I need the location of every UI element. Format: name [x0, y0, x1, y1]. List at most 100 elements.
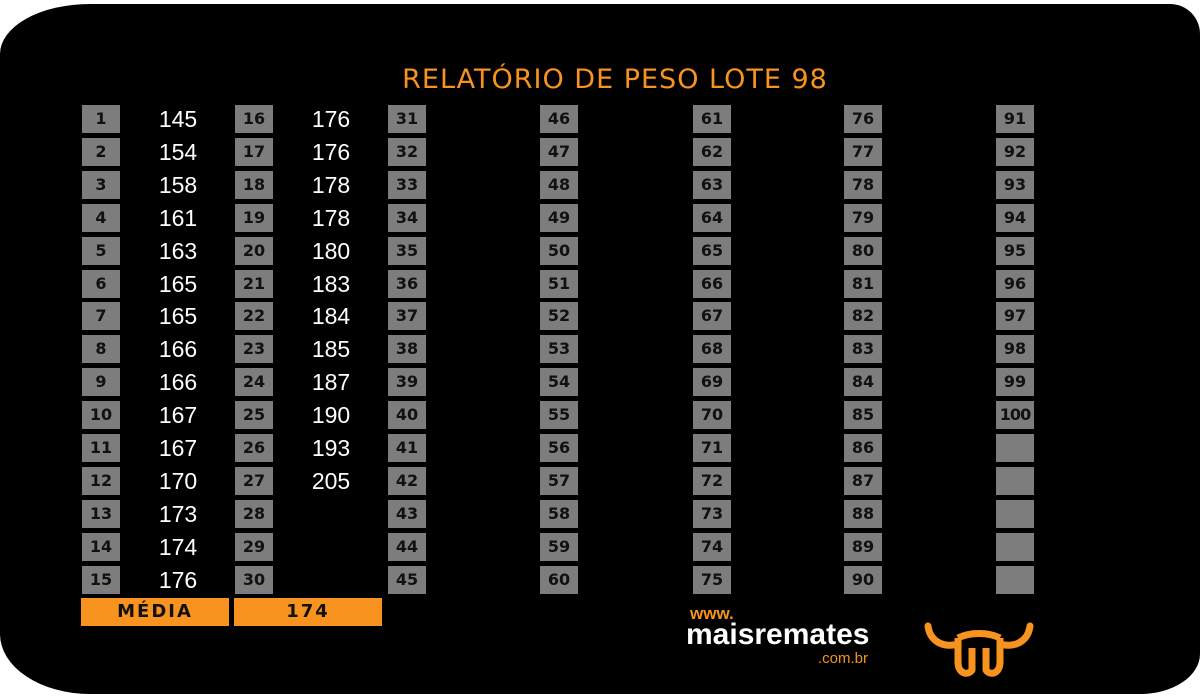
lot-number-cell: 15 [82, 565, 120, 594]
weight-value: 163 [158, 237, 198, 264]
lot-number-cell: 49 [540, 203, 578, 232]
weight-value: 165 [158, 303, 198, 330]
lot-number-cell: 42 [388, 466, 426, 495]
weight-value: 176 [311, 106, 351, 132]
weight-value: 173 [158, 500, 198, 527]
bull-head-icon [924, 622, 1034, 677]
lot-number-cell: 38 [388, 335, 426, 364]
lot-number-cell: 31 [388, 105, 426, 133]
lot-number-cell: 13 [82, 499, 120, 528]
lot-number-cell: 24 [235, 368, 273, 397]
weight-value: 145 [158, 106, 198, 132]
lot-number-cell: 45 [388, 565, 426, 594]
lot-number-cell: 93 [996, 170, 1034, 199]
lot-number-cell: 55 [540, 401, 578, 430]
weight-value: 187 [311, 369, 351, 396]
lot-number-cell: 74 [693, 532, 731, 561]
weight-value: 167 [158, 435, 198, 461]
lot-number-cell: 6 [82, 269, 120, 298]
lot-number-cell: 96 [996, 269, 1034, 298]
logo-name: maisremates [686, 618, 870, 651]
lot-number-cell: 30 [235, 565, 273, 594]
lot-number-cell: 25 [235, 401, 273, 430]
lot-number-cell: 99 [996, 368, 1034, 397]
lot-number-cell: 17 [235, 137, 273, 166]
lot-number-cell [996, 565, 1034, 594]
lot-number-cell: 60 [540, 565, 578, 594]
lot-number-cell: 97 [996, 302, 1034, 331]
lot-number-cell: 54 [540, 368, 578, 397]
weight-value: 176 [158, 566, 198, 593]
lot-number-cell: 82 [844, 302, 882, 331]
lot-number-cell: 95 [996, 236, 1034, 265]
average-label: MÉDIA [81, 598, 229, 626]
lot-number-cell: 61 [693, 105, 731, 133]
weight-value: 205 [311, 467, 351, 494]
lot-number-cell: 62 [693, 137, 731, 166]
lot-number-cell: 33 [388, 170, 426, 199]
lot-number-cell: 76 [844, 105, 882, 133]
lot-number-cell: 80 [844, 236, 882, 265]
lot-number-cell: 91 [996, 105, 1034, 133]
lot-number-cell: 90 [844, 565, 882, 594]
lot-number-cell: 40 [388, 401, 426, 430]
weight-value: 174 [158, 533, 198, 560]
lot-number-cell: 94 [996, 203, 1034, 232]
weight-report-board: RELATÓRIO DE PESO LOTE 98 1 2 3 4 5 6 7 8 9 10 11 1… [0, 4, 1200, 694]
weight-value: 166 [158, 336, 198, 363]
lot-number-cell: 77 [844, 137, 882, 166]
weight-value: 176 [311, 138, 351, 165]
weight-value: 166 [158, 369, 198, 396]
lot-number-cell: 47 [540, 137, 578, 166]
weight-value: 178 [311, 204, 351, 231]
lot-number-cell: 59 [540, 532, 578, 561]
lot-number-cell: 78 [844, 170, 882, 199]
lot-number-cell: 3 [82, 170, 120, 199]
lot-number-cell: 65 [693, 236, 731, 265]
lot-number-cell: 5 [82, 236, 120, 265]
weight-value: 180 [311, 237, 351, 264]
weight-value: 170 [158, 467, 198, 494]
lot-number-cell: 92 [996, 137, 1034, 166]
lot-number-cell: 46 [540, 105, 578, 133]
lot-number-cell: 66 [693, 269, 731, 298]
lot-number-cell: 29 [235, 532, 273, 561]
lot-number-cell: 98 [996, 335, 1034, 364]
lot-number-cell: 73 [693, 499, 731, 528]
lot-number-cell: 12 [82, 466, 120, 495]
lot-number-cell: 43 [388, 499, 426, 528]
lot-number-cell [996, 532, 1034, 561]
lot-number-cell: 85 [844, 401, 882, 430]
lot-number-cell: 86 [844, 434, 882, 462]
lot-number-cell: 9 [82, 368, 120, 397]
weight-value: 158 [158, 171, 198, 198]
lot-number-cell [996, 434, 1034, 462]
lot-number-cell: 88 [844, 499, 882, 528]
lot-number-cell: 20 [235, 236, 273, 265]
lot-number-cell: 50 [540, 236, 578, 265]
lot-number-cell: 89 [844, 532, 882, 561]
lot-number-cell: 7 [82, 302, 120, 331]
lot-number-cell: 8 [82, 335, 120, 364]
weight-value: 161 [158, 204, 198, 231]
weight-value: 193 [311, 435, 351, 461]
lot-number-cell: 67 [693, 302, 731, 331]
lot-number-cell: 83 [844, 335, 882, 364]
lot-number-cell: 1 [82, 105, 120, 133]
lot-number-cell: 34 [388, 203, 426, 232]
lot-number-cell: 14 [82, 532, 120, 561]
lot-number-cell: 36 [388, 269, 426, 298]
lot-number-cell: 26 [235, 434, 273, 462]
lot-number-cell: 68 [693, 335, 731, 364]
lot-number-cell: 100 [996, 401, 1034, 430]
lot-number-cell: 37 [388, 302, 426, 331]
lot-number-cell: 11 [82, 434, 120, 462]
lot-number-cell: 71 [693, 434, 731, 462]
lot-number-cell: 56 [540, 434, 578, 462]
lot-number-cell: 39 [388, 368, 426, 397]
lot-number-cell: 41 [388, 434, 426, 462]
report-title: RELATÓRIO DE PESO LOTE 98 [402, 64, 828, 95]
lot-number-cell: 79 [844, 203, 882, 232]
lot-number-cell: 70 [693, 401, 731, 430]
lot-number-cell: 22 [235, 302, 273, 331]
